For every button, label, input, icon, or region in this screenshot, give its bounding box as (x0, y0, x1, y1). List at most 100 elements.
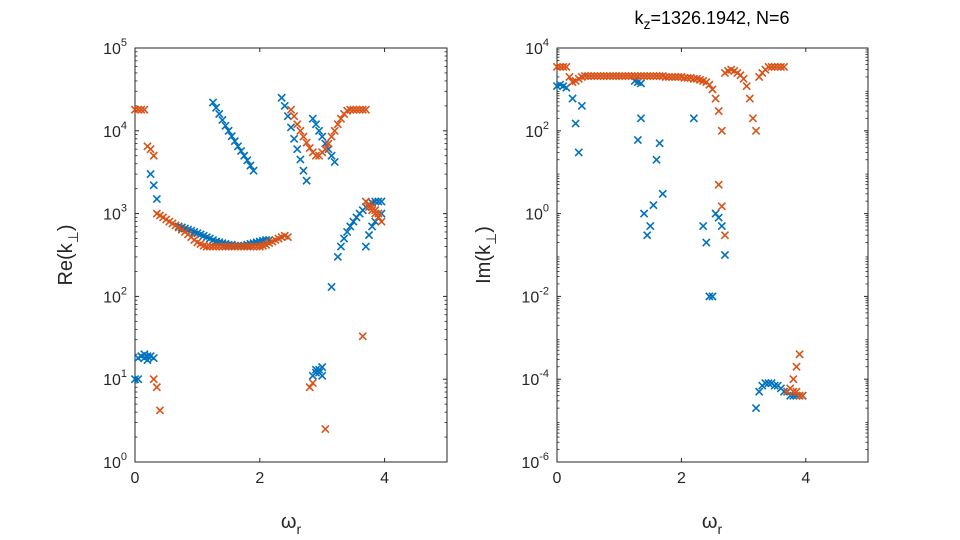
right-point-blue (658, 189, 667, 199)
left-point-orange (321, 424, 330, 434)
right-point-blue (636, 114, 646, 123)
right-point-blue (689, 114, 699, 123)
right-point-orange (720, 231, 730, 240)
right-point-orange (559, 62, 568, 72)
left-point-blue (289, 134, 299, 143)
right-ytick-label: 10-2 (521, 285, 549, 306)
left-point-orange (358, 105, 367, 114)
left-point-orange (299, 132, 308, 141)
left-point-blue (367, 222, 377, 231)
left-point-blue (243, 156, 252, 165)
left-point-blue (346, 222, 355, 231)
left-point-orange (305, 143, 314, 153)
right-point-blue (714, 213, 723, 222)
right-ytick-label: 102 (525, 120, 549, 141)
right-point-orange (789, 375, 798, 384)
left-point-blue (330, 157, 339, 167)
right-point-orange (580, 71, 590, 81)
right-point-orange (602, 71, 611, 81)
left-point-blue (286, 123, 296, 132)
left-point-blue (283, 112, 293, 121)
right-xtick-label: 0 (553, 470, 562, 487)
left-point-blue (299, 166, 308, 175)
left-point-blue (333, 252, 342, 262)
left-point-orange (249, 242, 258, 251)
left-point-orange (146, 145, 155, 154)
left-point-blue (311, 120, 321, 129)
left-point-orange (233, 242, 243, 251)
left-point-blue (152, 194, 162, 204)
left-point-orange (377, 217, 386, 226)
left-point-blue (336, 242, 346, 251)
left-point-orange (358, 332, 367, 341)
left-point-orange (227, 242, 236, 251)
right-point-orange (664, 72, 674, 82)
right-point-orange (705, 80, 714, 89)
right-chart-title: kz=1326.1942, N=6 (634, 8, 789, 32)
left-point-blue (133, 375, 143, 384)
left-point-blue (227, 132, 236, 141)
left-point-blue (296, 155, 305, 164)
right-point-orange (652, 71, 661, 81)
left-point-orange (352, 105, 361, 114)
right-point-blue (633, 135, 643, 145)
right-point-blue (639, 209, 649, 218)
right-point-orange (717, 202, 726, 211)
right-axes-box (556, 47, 869, 463)
right-point-blue (649, 200, 658, 210)
right-point-blue (751, 403, 761, 413)
right-point-orange (646, 71, 655, 81)
left-point-orange (293, 120, 302, 129)
right-ytick-label: 100 (525, 203, 549, 224)
left-ytick-label: 101 (103, 368, 127, 389)
left-point-orange (152, 383, 162, 392)
left-point-blue (233, 142, 243, 151)
right-point-orange (587, 71, 596, 81)
left-ytick-label: 104 (103, 120, 127, 141)
right-point-orange (767, 62, 776, 72)
left-point-orange (140, 105, 149, 114)
left-point-blue (236, 146, 246, 156)
left-point-orange (289, 112, 299, 121)
right-point-orange (555, 62, 565, 72)
left-point-blue (302, 176, 311, 185)
right-point-orange (789, 387, 798, 396)
left-point-orange (346, 105, 355, 114)
left-point-blue (224, 126, 233, 135)
right-point-orange (795, 350, 804, 359)
left-point-orange (243, 242, 252, 251)
left-point-orange (296, 126, 305, 135)
right-point-orange (745, 94, 754, 103)
left-point-blue (221, 121, 230, 130)
left-data-points (130, 93, 386, 434)
right-xtick-label: 2 (677, 470, 686, 487)
left-point-blue (149, 181, 158, 190)
left-ytick-label: 100 (103, 451, 127, 472)
left-point-orange (355, 105, 364, 114)
left-point-orange (133, 105, 143, 114)
left-ytick-label: 105 (103, 37, 127, 58)
right-point-orange (779, 62, 789, 72)
left-point-orange (333, 120, 342, 129)
right-point-orange (773, 62, 782, 72)
right-point-orange (565, 72, 574, 82)
right-point-blue (761, 379, 770, 388)
right-point-orange (711, 94, 720, 103)
left-point-blue (277, 93, 286, 103)
left-point-blue (318, 362, 327, 372)
left-point-blue (230, 136, 240, 146)
right-point-orange (583, 71, 593, 81)
left-point-orange (211, 242, 221, 251)
right-point-blue (705, 292, 714, 301)
right-point-orange (562, 62, 571, 72)
left-point-blue (246, 161, 255, 170)
left-point-blue (339, 234, 349, 243)
right-ytick-label: 10-4 (521, 368, 549, 389)
right-point-blue (568, 94, 577, 103)
right-point-blue (764, 379, 773, 388)
right-point-orange (593, 71, 602, 81)
left-point-blue (293, 145, 302, 154)
right-point-orange (630, 71, 639, 81)
right-point-orange (661, 72, 671, 82)
right-point-blue (646, 221, 655, 231)
